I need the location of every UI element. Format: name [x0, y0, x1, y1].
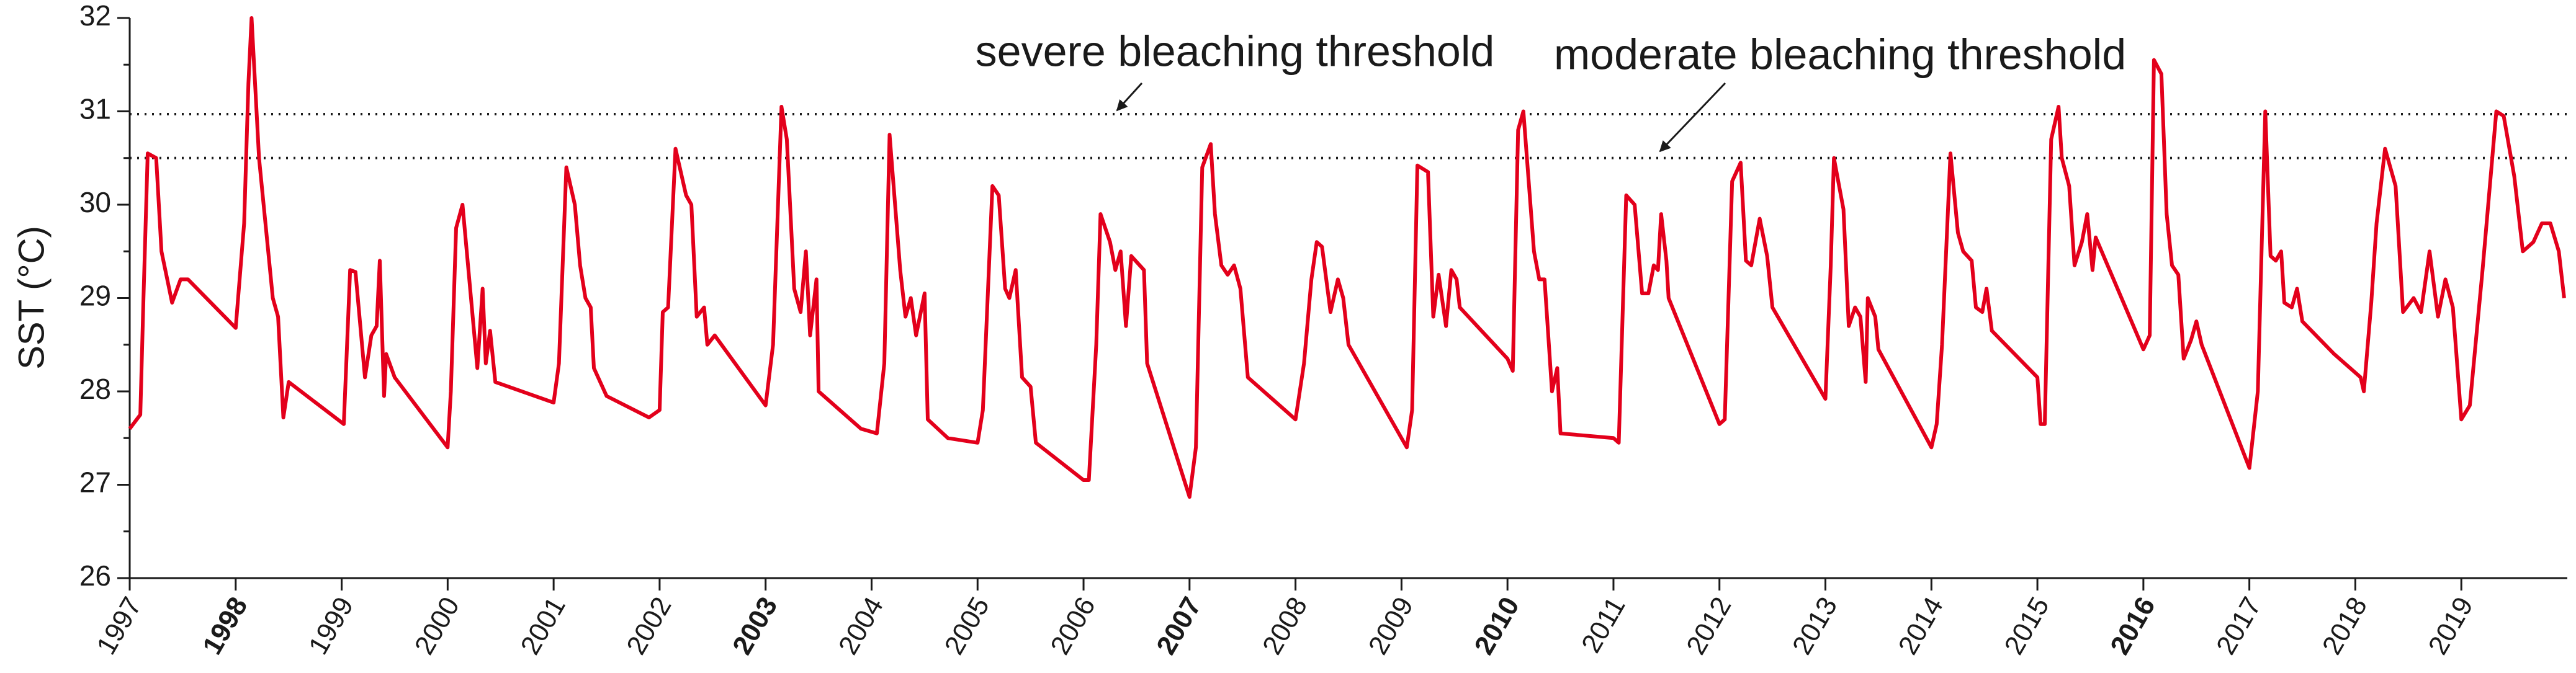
x-tick-label: 2008	[1257, 592, 1313, 659]
x-tick-label: 2009	[1363, 592, 1419, 659]
y-axis-label: SST (°C)	[11, 226, 52, 370]
x-tick-label: 2007	[1151, 592, 1207, 659]
y-tick-label: 28	[79, 373, 111, 405]
x-tick-label: 2000	[409, 592, 465, 659]
annotation-arrow	[1659, 82, 1726, 153]
x-tick-label: 2003	[727, 592, 783, 659]
x-tick-label: 1999	[303, 592, 359, 659]
x-tick-label: 2010	[1469, 592, 1525, 659]
annotation: severe bleaching threshold	[976, 27, 1495, 75]
y-tick-label: 29	[79, 280, 111, 312]
x-tick-label: 2004	[833, 592, 889, 659]
x-tick-label: 2013	[1787, 592, 1843, 659]
sst-line	[128, 16, 2566, 499]
x-tick-label: 2012	[1681, 592, 1737, 659]
annotation-arrow	[1116, 82, 1143, 112]
x-tick-label: 2011	[1576, 592, 1631, 657]
x-tick-label: 2018	[2317, 592, 2373, 659]
x-tick-label: 2006	[1044, 592, 1101, 659]
x-tick-label: 2017	[2210, 592, 2267, 659]
x-tick-label: 2001	[514, 592, 571, 659]
y-tick-label: 26	[79, 559, 111, 592]
y-tick-label: 30	[79, 186, 111, 218]
x-tick-label: 2016	[2104, 592, 2161, 659]
annotation: moderate bleaching threshold	[1554, 30, 2126, 78]
x-tick-label: 2002	[621, 592, 677, 659]
x-tick-label: 1997	[91, 592, 147, 659]
y-tick-label: 31	[79, 93, 111, 125]
x-tick-label: 2015	[1998, 592, 2055, 659]
x-tick-label: 2005	[939, 592, 995, 659]
y-tick-label: 32	[79, 0, 111, 32]
x-tick-label: 2019	[2423, 592, 2479, 659]
x-tick-label: 2014	[1893, 592, 1949, 659]
y-tick-label: 27	[79, 466, 111, 499]
x-tick-label: 1998	[197, 592, 253, 659]
